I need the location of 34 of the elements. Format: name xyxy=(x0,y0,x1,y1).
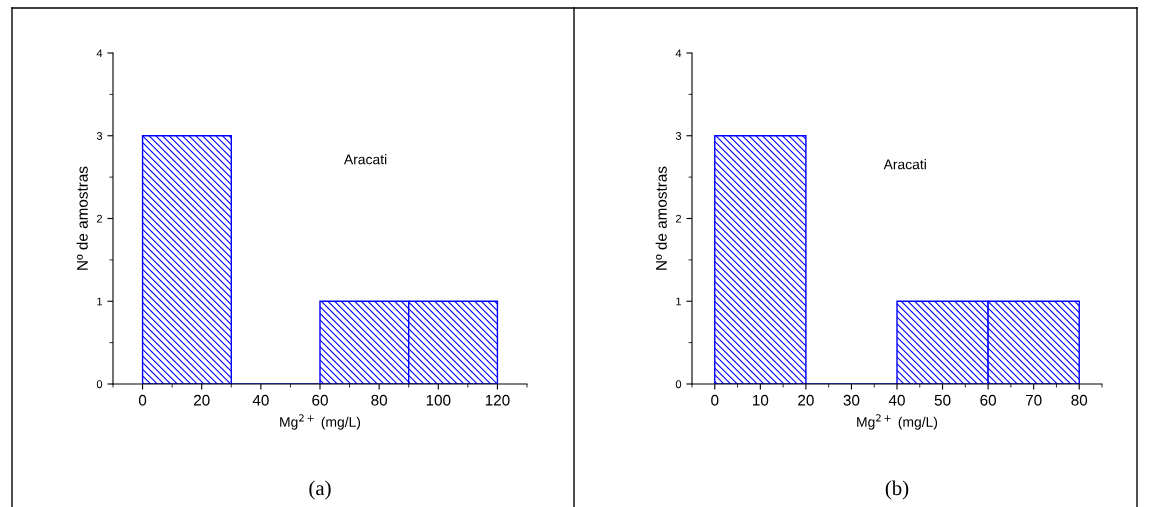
y-tick-label: 3 xyxy=(675,132,682,140)
y-tick-label: 0 xyxy=(96,380,103,389)
annotation: Aracati xyxy=(343,154,387,165)
x-tick-label: 20 xyxy=(798,394,814,406)
y-axis-title: Nº de amostras xyxy=(76,166,88,270)
y-tick-label: 2 xyxy=(96,214,103,223)
y-tick-label: 3 xyxy=(96,132,103,140)
x-tick-label: 60 xyxy=(980,394,997,406)
annotation: Aracati xyxy=(883,159,926,170)
text: (a) xyxy=(309,480,331,500)
x-tick-label: 0 xyxy=(138,394,147,406)
x-tick-label: 30 xyxy=(843,394,860,406)
x-tick-label: 50 xyxy=(934,394,951,406)
y-tick-label: 4 xyxy=(96,49,103,58)
y-axis-title: Nº de amostras xyxy=(655,166,667,270)
y-tick-label: 0 xyxy=(675,380,682,389)
x-tick-label: 10 xyxy=(753,394,769,406)
y-tick-label: 2 xyxy=(675,214,682,223)
y-tick-label: 4 xyxy=(675,49,682,58)
y-tick-label: 1 xyxy=(97,297,103,306)
x-axis-title: Mg$^{2+}$ (mg/L) xyxy=(280,414,361,430)
x-tick-label: 80 xyxy=(371,394,388,406)
y-tick-label: 1 xyxy=(676,297,682,306)
x-tick-label: 20 xyxy=(193,394,210,406)
x-tick-label: 80 xyxy=(1071,394,1088,406)
x-tick-label: 120 xyxy=(485,394,510,406)
x-tick-label: 70 xyxy=(1025,394,1042,406)
x-tick-label: 100 xyxy=(426,394,451,406)
text: (b) xyxy=(885,480,909,500)
x-tick-label: 40 xyxy=(888,394,905,406)
x-axis-title: Mg$^{2+}$ (mg/L) xyxy=(857,414,938,430)
x-tick-label: 0 xyxy=(711,394,719,406)
x-tick-label: 60 xyxy=(312,394,328,406)
x-tick-label: 40 xyxy=(252,394,269,406)
